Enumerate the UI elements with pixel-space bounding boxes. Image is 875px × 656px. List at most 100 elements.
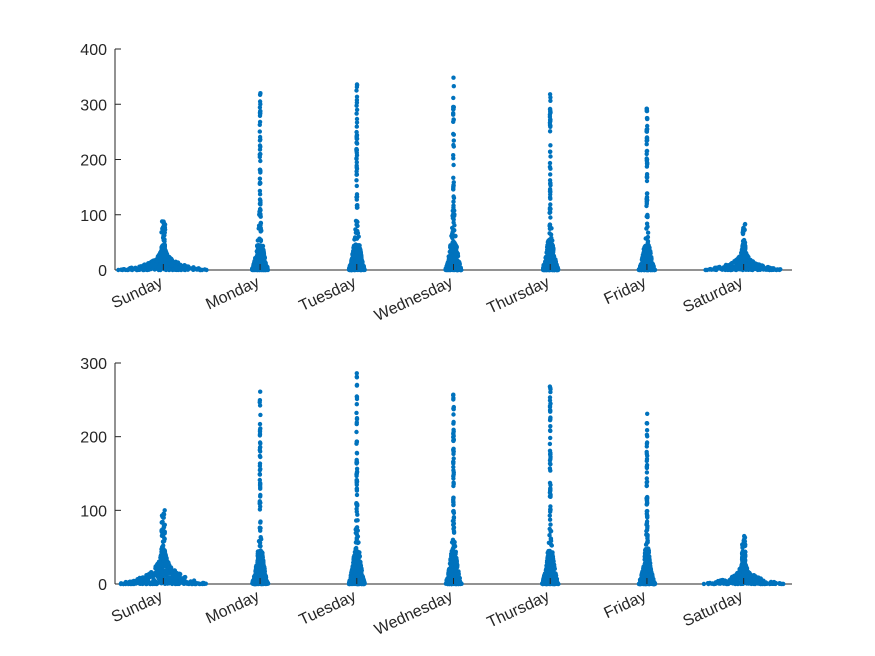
data-point [357, 248, 362, 253]
data-point [138, 578, 144, 584]
data-point [257, 176, 263, 181]
data-point [257, 507, 263, 512]
data-point [354, 133, 359, 138]
data-point [354, 103, 359, 108]
data-point [742, 227, 747, 233]
data-point [257, 427, 263, 433]
data-point [548, 154, 553, 159]
data-point [548, 387, 553, 392]
data-point [451, 119, 456, 125]
data-point [152, 571, 157, 576]
data-point [359, 576, 364, 581]
data-point [547, 448, 553, 453]
data-point [548, 192, 553, 197]
data-point [173, 264, 179, 269]
data-point [451, 495, 456, 501]
data-point [164, 251, 170, 257]
data-point [720, 267, 725, 272]
data-point [451, 175, 456, 180]
data-point [450, 231, 455, 236]
data-point [548, 215, 553, 220]
data-point [742, 241, 747, 246]
data-point [354, 124, 359, 129]
data-point [649, 265, 655, 271]
data-point [141, 267, 147, 273]
data-point [545, 263, 551, 268]
data-point [257, 472, 263, 477]
data-point [354, 205, 360, 210]
data-point [451, 199, 456, 204]
data-point [167, 575, 172, 580]
data-point [160, 251, 166, 257]
data-point [258, 158, 263, 164]
data-point [356, 568, 361, 573]
data-point [707, 267, 713, 272]
data-point [751, 266, 757, 271]
data-point [644, 149, 649, 154]
data-point [547, 533, 552, 538]
data-point [154, 563, 160, 568]
data-point [257, 99, 263, 104]
data-point [451, 412, 456, 417]
data-point [156, 264, 162, 269]
data-point [260, 258, 265, 263]
data-point [160, 520, 165, 525]
data-point [451, 521, 457, 526]
data-point [354, 450, 360, 456]
data-point [455, 265, 461, 271]
data-point [156, 255, 161, 260]
data-point [254, 564, 259, 569]
data-point [161, 220, 166, 225]
data-point [354, 417, 360, 422]
data-point [451, 476, 456, 481]
data-point [354, 197, 359, 202]
data-point [778, 267, 783, 272]
data-point [451, 180, 456, 185]
data-point [256, 551, 261, 557]
data-point [449, 244, 454, 249]
data-point [257, 431, 263, 437]
data-point [257, 453, 263, 459]
data-point [451, 106, 456, 112]
data-point [354, 506, 359, 512]
data-point [354, 94, 360, 100]
data-point [354, 120, 360, 125]
data-point [547, 129, 553, 134]
data-point [547, 107, 553, 112]
data-point [448, 264, 453, 270]
data-point [451, 144, 456, 149]
data-point [644, 106, 650, 112]
data-point [548, 172, 553, 177]
data-point [349, 257, 354, 262]
data-point [451, 529, 457, 534]
data-point [354, 429, 359, 435]
data-point [153, 579, 158, 584]
data-point [451, 112, 456, 117]
data-point [645, 116, 650, 122]
data-point [257, 152, 262, 157]
data-point [162, 230, 167, 235]
data-point [354, 488, 360, 493]
data-point [548, 206, 553, 212]
data-point [451, 545, 456, 551]
data-point [359, 260, 365, 265]
data-point [159, 562, 165, 568]
data-point [354, 147, 359, 152]
data-point [450, 537, 456, 542]
data-point [644, 142, 649, 147]
data-point [256, 555, 261, 560]
data-point [548, 522, 553, 527]
data-point [257, 122, 262, 128]
data-point [451, 84, 456, 89]
data-point [177, 265, 182, 270]
data-point [645, 239, 651, 244]
data-point [354, 82, 360, 88]
data-point [711, 267, 716, 272]
data-point [354, 501, 359, 507]
y-tick-label: 300 [80, 356, 107, 373]
data-point [258, 492, 263, 498]
data-point [547, 395, 553, 400]
data-point [257, 482, 263, 487]
data-point [453, 233, 458, 239]
